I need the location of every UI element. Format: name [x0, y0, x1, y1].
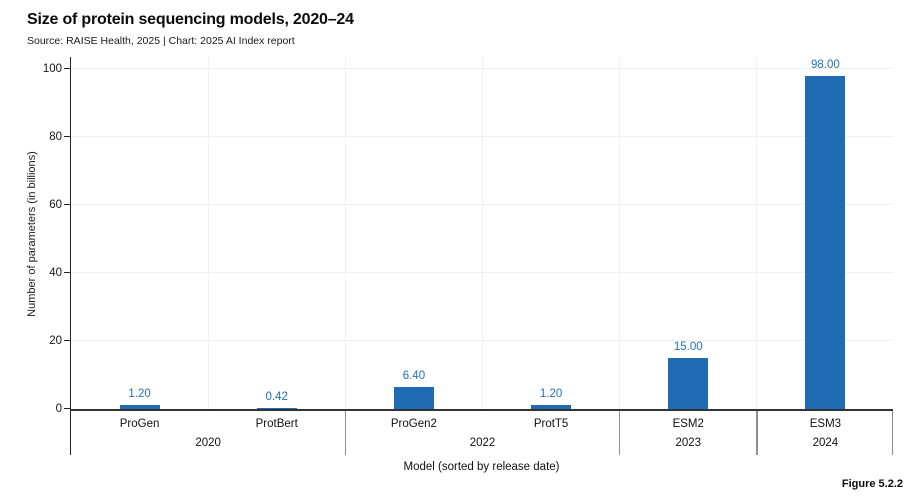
- bar-progen2: [393, 387, 434, 409]
- y-axis-title: Number of parameters (in billions): [26, 151, 38, 317]
- y-tick-label-60: 60: [49, 199, 62, 211]
- model-label-protbert: ProtBert: [255, 418, 298, 430]
- model-label-progen2: ProGen2: [390, 418, 437, 430]
- year-label-2020: 2020: [195, 437, 221, 449]
- bar-esm3: [805, 75, 846, 409]
- y-tick-mark-60: [64, 203, 70, 205]
- group-divider-2022: [344, 411, 347, 455]
- value-label-progen2: 6.40: [402, 370, 426, 383]
- y-tick-mark-40: [64, 271, 70, 273]
- bar-protbert: [256, 407, 297, 409]
- gridline-v-3: [482, 57, 483, 409]
- value-label-protbert: 0.42: [265, 390, 288, 403]
- chart-title: Size of protein sequencing models, 2020–…: [27, 11, 354, 28]
- y-tick-label-20: 20: [49, 335, 62, 347]
- y-tick-mark-80: [64, 135, 70, 137]
- value-label-prott5: 1.20: [539, 387, 563, 400]
- gridline-v-4: [619, 57, 621, 409]
- x-axis-table: ProGen ProtBert ProGen2 ProtT5 ESM2 ESM3 2020 2…: [70, 411, 893, 455]
- model-label-esm2: ESM2: [672, 418, 704, 430]
- year-label-2024: 2024: [812, 437, 839, 449]
- y-tick-label-100: 100: [42, 63, 62, 75]
- value-label-progen: 1.20: [128, 387, 151, 400]
- year-label-2022: 2022: [469, 437, 496, 449]
- y-tick-label-0: 0: [55, 403, 62, 415]
- group-divider-2024: [756, 411, 758, 455]
- value-label-esm2: 15.00: [673, 341, 703, 353]
- y-tick-label-40: 40: [49, 267, 62, 279]
- chart-subtitle: Source: RAISE Health, 2025 | Chart: 2025…: [27, 35, 295, 47]
- bar-progen: [119, 404, 160, 409]
- year-label-2023: 2023: [675, 437, 702, 449]
- x-axis-title: Model (sorted by release date): [403, 461, 560, 473]
- gridline-v-5: [756, 57, 758, 409]
- y-tick-mark-0: [64, 407, 70, 409]
- bar-esm2: [668, 358, 709, 409]
- gridline-v-2: [344, 57, 346, 409]
- model-label-progen: ProGen: [119, 418, 160, 430]
- y-tick-mark-20: [64, 339, 70, 341]
- model-label-esm3: ESM3: [809, 418, 842, 430]
- group-divider-2023: [618, 411, 621, 455]
- gridline-v-1: [207, 57, 209, 409]
- y-tick-mark-100: [64, 67, 70, 69]
- value-label-esm3: 98.00: [811, 58, 840, 71]
- model-label-prott5: ProtT5: [533, 418, 569, 430]
- bar-prott5: [531, 404, 572, 409]
- y-tick-label-80: 80: [49, 131, 62, 143]
- figure-number: Figure 5.2.2: [841, 478, 903, 490]
- plot-area: 0 20 40 60 80 100 1.20 0.42 6.40 1.20 15.00 98.00: [43, 57, 893, 415]
